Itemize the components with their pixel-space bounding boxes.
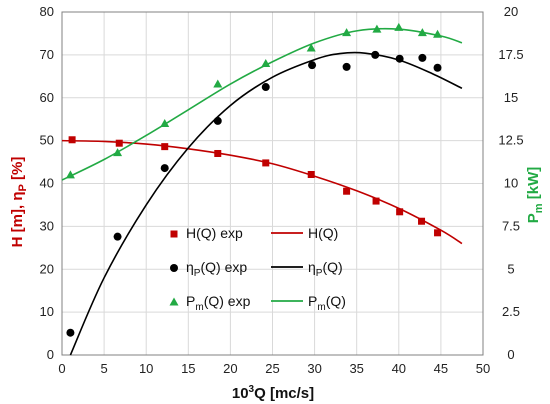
data-point-p-q-exp: [160, 164, 169, 173]
y-left-tick-label: 20: [40, 261, 54, 276]
x-tick-label: 5: [100, 361, 107, 376]
data-point-pm-q-exp: [372, 24, 382, 33]
x-tick-label: 35: [349, 361, 363, 376]
x-tick-label: 10: [139, 361, 153, 376]
series-markers: [65, 22, 443, 337]
data-point-h-q-exp: [68, 136, 76, 144]
data-point-pm-q-exp: [213, 79, 223, 88]
y-right-tick-label: 0: [507, 347, 514, 362]
grid: [62, 12, 483, 355]
legend-label: Pm(Q): [308, 293, 346, 313]
data-point-pm-q-exp: [306, 43, 316, 52]
data-point-h-q-exp: [418, 217, 426, 225]
x-tick-label: 25: [265, 361, 279, 376]
y-left-tick-label: 60: [40, 90, 54, 105]
x-tick-label: 50: [476, 361, 490, 376]
data-point-h-q-exp: [372, 197, 380, 205]
y-axis-left-label: H [m], ηP [%]: [9, 157, 29, 248]
x-tick-label: 15: [181, 361, 195, 376]
data-point-p-q-exp: [113, 232, 122, 241]
data-point-p-q-exp: [433, 63, 442, 72]
legend-row: H(Q) exp H(Q): [170, 225, 338, 241]
legend-marker: [170, 230, 178, 238]
data-point-pm-q-exp: [261, 58, 271, 67]
data-point-p-q-exp: [418, 53, 427, 62]
y-right-tick-label: 5: [507, 261, 514, 276]
data-point-p-q-exp: [66, 328, 75, 337]
data-point-pm-q-exp: [65, 170, 75, 179]
data-point-p-q-exp: [308, 61, 317, 70]
data-point-h-q-exp: [161, 143, 169, 151]
data-point-h-q-exp: [434, 229, 442, 237]
y-right-tick-label: 10: [504, 176, 518, 191]
y-right-tick-label: 20: [504, 4, 518, 19]
y-left-tick-label: 30: [40, 218, 54, 233]
y-right-tick-label: 15: [504, 90, 518, 105]
data-point-p-q-exp: [395, 54, 404, 63]
y-left-tick-label: 0: [47, 347, 54, 362]
legend-label: H(Q): [308, 225, 338, 241]
y-right-tick-label: 12.5: [498, 133, 523, 148]
data-point-p-q-exp: [342, 62, 351, 71]
legend-row: ηP(Q) exp ηP(Q): [170, 259, 343, 279]
y-left-tick-label: 70: [40, 47, 54, 62]
y-left-tick-label: 40: [40, 176, 54, 191]
series-line-pm-q: [61, 27, 463, 181]
data-point-p-q-exp: [261, 83, 270, 92]
data-point-pm-q-exp: [160, 118, 170, 127]
x-tick-label: 30: [307, 361, 321, 376]
data-point-pm-q-exp: [433, 29, 443, 38]
data-point-p-q-exp: [371, 50, 380, 59]
data-point-h-q-exp: [307, 170, 315, 178]
y-right-tick-label: 7.5: [502, 218, 520, 233]
data-point-h-q-exp: [214, 149, 222, 157]
data-point-pm-q-exp: [342, 28, 352, 37]
axes: 0 5 10 15 20 25 30 35 40 45 50 0 10 20 30 40 50 60 70 80 0 2.…: [40, 4, 524, 376]
data-point-p-q-exp: [213, 116, 222, 125]
data-point-pm-q-exp: [394, 22, 404, 31]
y-left-tick-label: 50: [40, 133, 54, 148]
legend-label: ηP(Q): [308, 259, 343, 279]
x-axis-label: 103Q [mc/s]: [232, 384, 314, 402]
y-left-tick-label: 10: [40, 304, 54, 319]
y-left-tick-label: 80: [40, 4, 54, 19]
x-tick-label: 0: [58, 361, 65, 376]
y-right-tick-label: 2.5: [502, 304, 520, 319]
data-point-h-q-exp: [343, 187, 351, 195]
data-point-pm-q-exp: [113, 148, 123, 157]
series-lines: [61, 27, 463, 356]
legend: H(Q) exp H(Q) ηP(Q) exp ηP(Q) Pm(Q) exp Pm(Q): [169, 225, 346, 313]
legend-label: Pm(Q) exp: [186, 293, 251, 313]
y-axis-right-label: Pm [kW]: [525, 167, 545, 223]
y-right-tick-label: 17.5: [498, 47, 523, 62]
data-point-h-q-exp: [396, 208, 404, 216]
x-tick-label: 20: [223, 361, 237, 376]
x-tick-label: 45: [434, 361, 448, 376]
x-tick-label: 40: [392, 361, 406, 376]
plot-frame: [61, 11, 484, 356]
legend-label: ηP(Q) exp: [186, 259, 247, 279]
data-point-h-q-exp: [115, 139, 123, 147]
data-point-pm-q-exp: [417, 28, 427, 37]
data-point-h-q-exp: [262, 159, 270, 167]
legend-marker: [170, 264, 178, 272]
legend-marker: [169, 297, 179, 306]
legend-label: H(Q) exp: [186, 225, 243, 241]
legend-row: Pm(Q) exp Pm(Q): [169, 293, 346, 313]
